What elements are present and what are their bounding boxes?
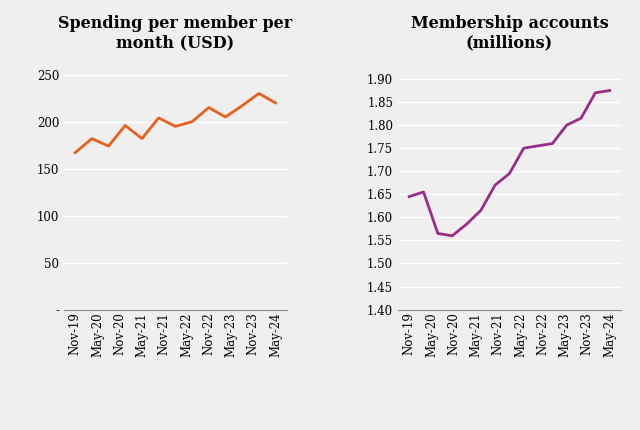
Title: Spending per member per
month (USD): Spending per member per month (USD) (58, 15, 292, 52)
Title: Membership accounts
(millions): Membership accounts (millions) (411, 15, 608, 52)
